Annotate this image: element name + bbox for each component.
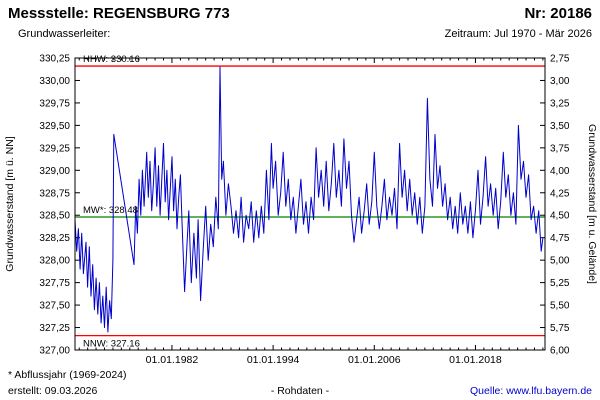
y-axis-title-left: Grundwasserstand [m ü. NN] [4,136,16,271]
x-tick-label: 01.01.1994 [247,354,300,366]
y-tick-label-left: 327,75 [39,278,70,289]
y-tick-label-right: 6,00 [550,346,570,357]
y-tick-label-right: 5,00 [550,256,570,267]
y-tick-label-left: 327,25 [39,323,70,334]
y-tick-label-left: 329,25 [39,143,70,154]
y-tick-label-right: 3,75 [550,143,570,154]
footer-rohdaten-label: - Rohdaten - [270,385,330,397]
y-tick-label-left: 329,00 [39,166,70,177]
station-number: Nr: 20186 [524,5,592,22]
footer-source[interactable]: Quelle: www.lfu.bayern.de [470,385,592,397]
y-tick-label-right: 3,50 [550,121,570,132]
plot-frame [74,57,546,351]
footer-note: * Abflussjahr (1969-2024) [8,369,127,381]
y-tick-label-left: 329,50 [39,121,70,132]
x-tick-label: 01.01.2006 [348,354,401,366]
y-tick-label-left: 329,75 [39,98,70,109]
y-tick-label-left: 330,00 [39,76,70,87]
y-axis-title-right: Grundwasserstand [m u. Gelände] [586,124,598,284]
reference-line-label: NNW: 327.16 [83,339,140,350]
y-tick-label-right: 4,25 [550,188,570,199]
y-tick-label-left: 328,75 [39,188,70,199]
plot-background [75,58,545,350]
y-tick-label-left: 327,50 [39,301,70,312]
y-tick-label-right: 4,00 [550,166,570,177]
y-tick-label-right: 5,25 [550,278,570,289]
period-label: Zeitraum: Jul 1970 - Mär 2026 [444,28,592,40]
y-tick-label-right: 5,75 [550,323,570,334]
station-title: Messstelle: REGENSBURG 773 [8,5,230,22]
aquifer-label: Grundwasserleiter: [18,28,111,40]
x-tick-label: 01.01.2018 [449,354,502,366]
y-tick-label-right: 2,75 [550,54,570,65]
y-tick-label-left: 328,25 [39,233,70,244]
y-tick-label-right: 4,75 [550,233,570,244]
y-tick-label-right: 5,50 [550,301,570,312]
y-tick-label-right: 3,25 [550,98,570,109]
reference-line-label: MW*: 328.48 [83,205,138,216]
y-tick-label-left: 328,50 [39,211,70,222]
reference-line-label: HHW: 330.16 [83,54,140,65]
x-tick-label: 01.01.1982 [146,354,199,366]
footer-created: erstellt: 09.03.2026 [8,385,98,397]
y-tick-label-left: 330,25 [39,54,70,65]
groundwater-level-chart: 330,25 2,75 330,00 3,00 329,75 3,25 329,50 3,50… [4,54,598,367]
y-tick-label-right: 3,00 [550,76,570,87]
y-tick-label-left: 327,00 [39,346,70,357]
y-tick-label-left: 328,00 [39,256,70,267]
y-tick-label-right: 4,50 [550,211,570,222]
series-line [74,66,544,333]
